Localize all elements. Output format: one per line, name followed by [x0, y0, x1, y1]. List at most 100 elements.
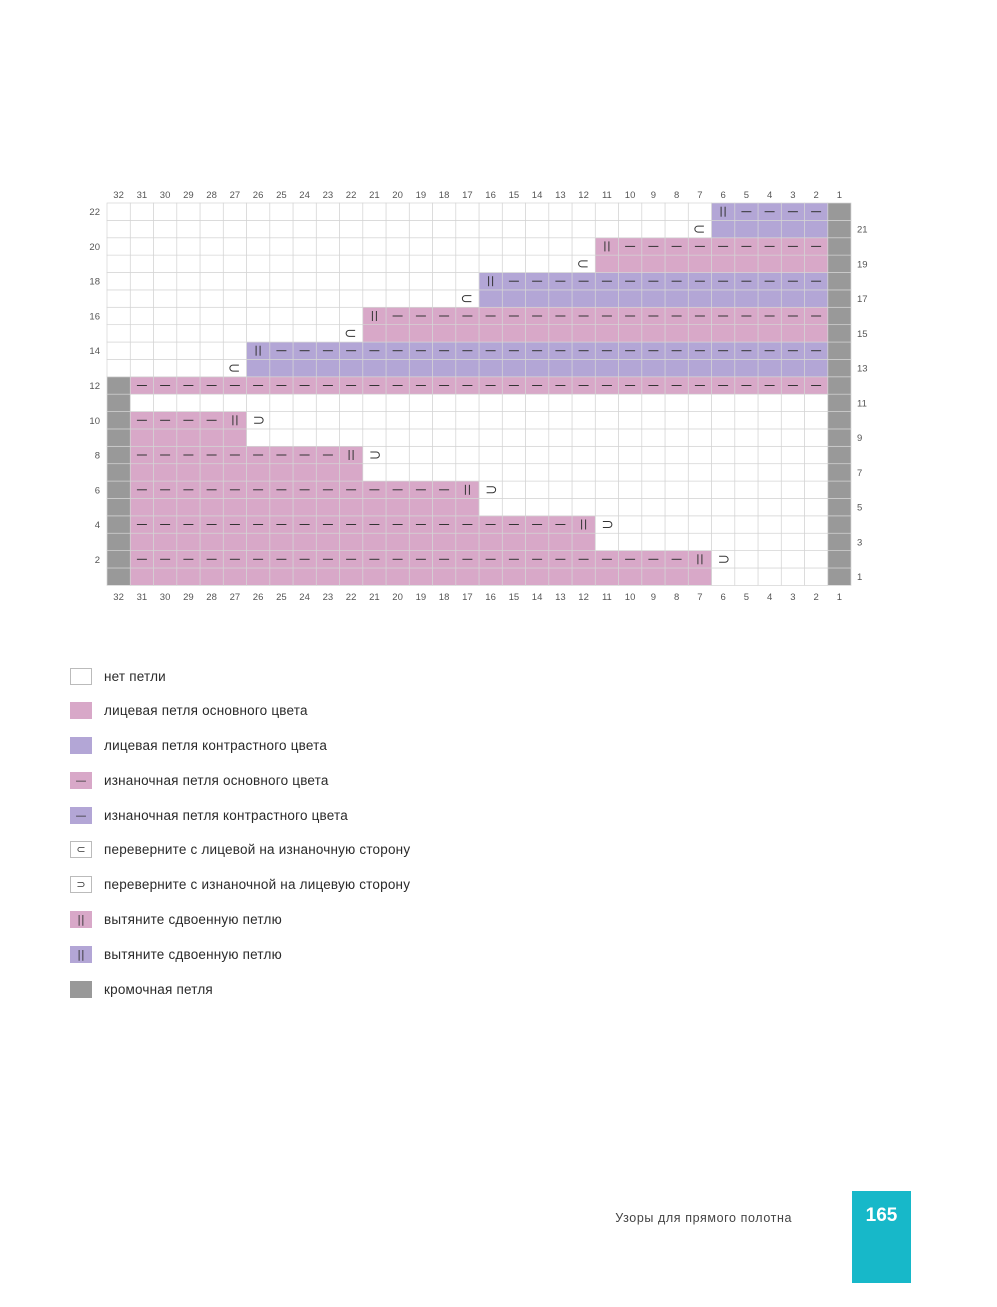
chart-cell: [269, 428, 294, 447]
row-label-left: 4: [95, 520, 100, 531]
chart-cell: [711, 428, 736, 447]
chart-cell: [129, 202, 154, 221]
chart-cell: [432, 428, 457, 447]
chart-cell: [385, 289, 410, 308]
chart-cell: [757, 463, 782, 482]
legend-item: кромочная петля: [70, 979, 410, 999]
chart-cell: [106, 237, 131, 256]
chart-cell: [641, 289, 666, 308]
chart-cell: [687, 515, 712, 534]
chart-cell: [757, 289, 782, 308]
chart-cell: [106, 359, 131, 378]
chart-cell: [501, 463, 526, 482]
chart-cell: [408, 393, 433, 412]
legend-swatch: ⊂: [70, 841, 92, 859]
chart-cell: [315, 428, 340, 447]
chart-cell: [292, 324, 317, 343]
chart-cell: [734, 567, 759, 586]
col-label-bottom: 32: [113, 592, 124, 603]
chart-cell: [478, 289, 503, 308]
col-label-top: 13: [555, 190, 566, 201]
chart-cell: [385, 393, 410, 412]
legend: нет петли лицевая петля основного цвета ли…: [70, 666, 410, 1014]
chart-cell: [594, 289, 619, 308]
legend-item: — изнаночная петля основного цвета: [70, 770, 410, 790]
chart-cell: [780, 411, 805, 430]
chart-cell: [804, 498, 829, 517]
chart-cell: [315, 359, 340, 378]
chart-cell: [734, 480, 759, 499]
col-label-bottom: 7: [697, 592, 702, 603]
chart-cell: [269, 359, 294, 378]
chart-cell: [339, 498, 364, 517]
chart-cell: [501, 532, 526, 551]
chart-cell: [222, 289, 247, 308]
legend-swatch: [70, 737, 92, 755]
chart-cell: [827, 272, 852, 291]
chart-cell: [339, 220, 364, 239]
legend-label: переверните с лицевой на изнаночную стор…: [104, 842, 411, 858]
chart-cell: [501, 480, 526, 499]
chart-cell: [501, 220, 526, 239]
chart-cell: [525, 393, 550, 412]
chart-cell: [292, 393, 317, 412]
chart-cell: [571, 237, 596, 256]
chart-cell: [455, 272, 480, 291]
chart-cell: [780, 428, 805, 447]
chart-cell: [315, 254, 340, 273]
chart-cell: [711, 254, 736, 273]
row-label-left: 6: [95, 485, 100, 496]
legend-swatch: ⊃: [70, 876, 92, 894]
chart-cell: [757, 411, 782, 430]
chart-cell: [780, 220, 805, 239]
legend-item: нет петли: [70, 666, 410, 686]
chart-cell: [757, 567, 782, 586]
chart-cell: [246, 411, 271, 430]
chart-cell: [827, 550, 852, 569]
chart-cell: [199, 202, 224, 221]
chart-cell: [571, 202, 596, 221]
chart-cell: [222, 341, 247, 360]
chart-cell: [664, 393, 689, 412]
col-label-top: 23: [323, 190, 334, 201]
row-label-left: 20: [89, 242, 100, 253]
chart-cell: [641, 532, 666, 551]
turn-right-to-wrong-symbol: [578, 260, 588, 268]
chart-cell: [129, 463, 154, 482]
chart-cell: [339, 324, 364, 343]
chart-cell: [641, 411, 666, 430]
col-label-top: 12: [578, 190, 589, 201]
chart-cell: [292, 359, 317, 378]
chart-cell: [246, 324, 271, 343]
chart-cell: [478, 480, 503, 499]
chart-cell: [385, 202, 410, 221]
chart-cell: [199, 341, 224, 360]
chart-cell: [594, 567, 619, 586]
col-label-bottom: 17: [462, 592, 473, 603]
col-label-bottom: 6: [720, 592, 725, 603]
col-label-top: 11: [602, 190, 612, 201]
chart-cell: [106, 376, 131, 395]
legend-label: лицевая петля основного цвета: [104, 703, 308, 719]
chart-cell: [501, 254, 526, 273]
chart-cell: [525, 324, 550, 343]
chart-cell: [711, 289, 736, 308]
turn-wrong-to-right-symbol: [719, 555, 729, 563]
chart-cell: [455, 428, 480, 447]
chart-cell: [176, 272, 201, 291]
col-label-bottom: 5: [744, 592, 749, 603]
chart-cell: [618, 393, 643, 412]
chart-cell: [687, 567, 712, 586]
chart-cell: [153, 254, 178, 273]
chart-cell: [106, 220, 131, 239]
chart-cell: [641, 515, 666, 534]
chart-cell: [548, 393, 573, 412]
chart-cell: [246, 359, 271, 378]
chart-cell: [408, 411, 433, 430]
chart-cell: [757, 428, 782, 447]
chart-cell: [525, 289, 550, 308]
chart-cell: [548, 220, 573, 239]
chart-cell: [618, 411, 643, 430]
col-label-bottom: 2: [813, 592, 818, 603]
chart-cell: [269, 393, 294, 412]
